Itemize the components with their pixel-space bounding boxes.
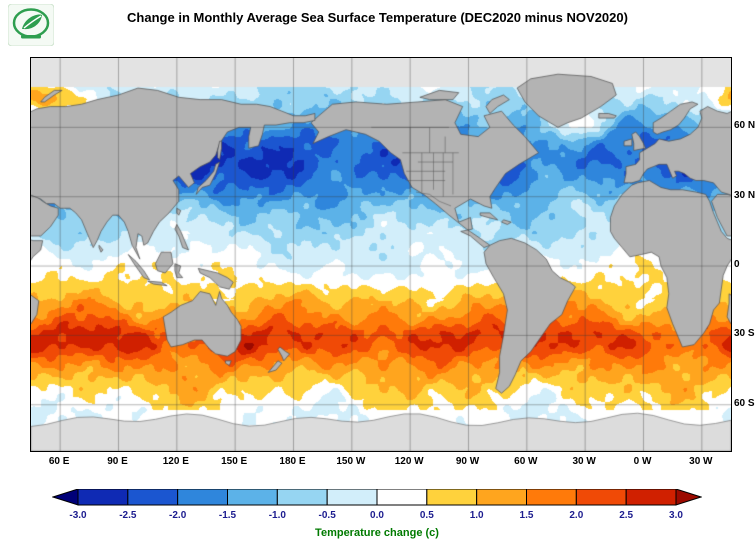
colorbar-tick-label: -3.0 xyxy=(69,510,87,521)
lat-tick-label: 60 N xyxy=(734,120,755,132)
map-frame xyxy=(30,57,732,452)
lat-tick-label: 30 S xyxy=(734,328,755,340)
colorbar-tick-label: 2.5 xyxy=(619,510,634,521)
colorbar-tick-label: 1.0 xyxy=(469,510,484,521)
green-leaf-logo-icon xyxy=(7,3,55,47)
colorbar-tick-label: 0.5 xyxy=(419,510,434,521)
lat-tick-label: 60 S xyxy=(734,397,755,409)
lon-tick-label: 150 W xyxy=(336,456,366,467)
colorbar-tick-label: -2.5 xyxy=(119,510,137,521)
lon-tick-label: 90 E xyxy=(107,456,128,467)
colorbar-tick-label: 1.5 xyxy=(519,510,534,521)
org-logo xyxy=(7,3,55,47)
colorbar-caption: Temperature change (c) xyxy=(315,527,439,539)
colorbar-tick-label: 3.0 xyxy=(669,510,683,521)
colorbar-tick-label: 0.0 xyxy=(370,510,384,521)
lat-tick-label: 30 N xyxy=(734,189,755,201)
lon-tick-label: 30 W xyxy=(689,456,713,467)
lon-tick-label: 150 E xyxy=(221,456,248,467)
lon-tick-label: 120 W xyxy=(394,456,424,467)
colorbar-scale xyxy=(51,488,703,506)
colorbar-tick-label: -0.5 xyxy=(318,510,336,521)
colorbar-tick-label: -1.0 xyxy=(268,510,286,521)
lon-tick-label: 120 E xyxy=(162,456,189,467)
colorbar-tick-label: -1.5 xyxy=(218,510,237,521)
lon-tick-label: 30 W xyxy=(572,456,596,467)
lon-tick-label: 180 E xyxy=(279,456,306,467)
sst-map-canvas xyxy=(31,58,731,451)
chart-title: Change in Monthly Average Sea Surface Te… xyxy=(127,10,628,25)
lon-tick-label: 60 W xyxy=(514,456,538,467)
colorbar-tick-label: -2.0 xyxy=(169,510,187,521)
lat-tick-label: 0 xyxy=(734,259,740,271)
lon-tick-label: 60 E xyxy=(48,456,70,467)
lon-tick-label: 90 W xyxy=(455,456,480,467)
colorbar-tick-label: 2.0 xyxy=(569,510,584,521)
colorbar: -3.0 -2.5 -2.0 -1.5 -1.0 -0.5 0.0 0.5 1.0 1.5 2.0 2… xyxy=(51,488,703,549)
lon-tick-label: 0 W xyxy=(633,456,652,467)
